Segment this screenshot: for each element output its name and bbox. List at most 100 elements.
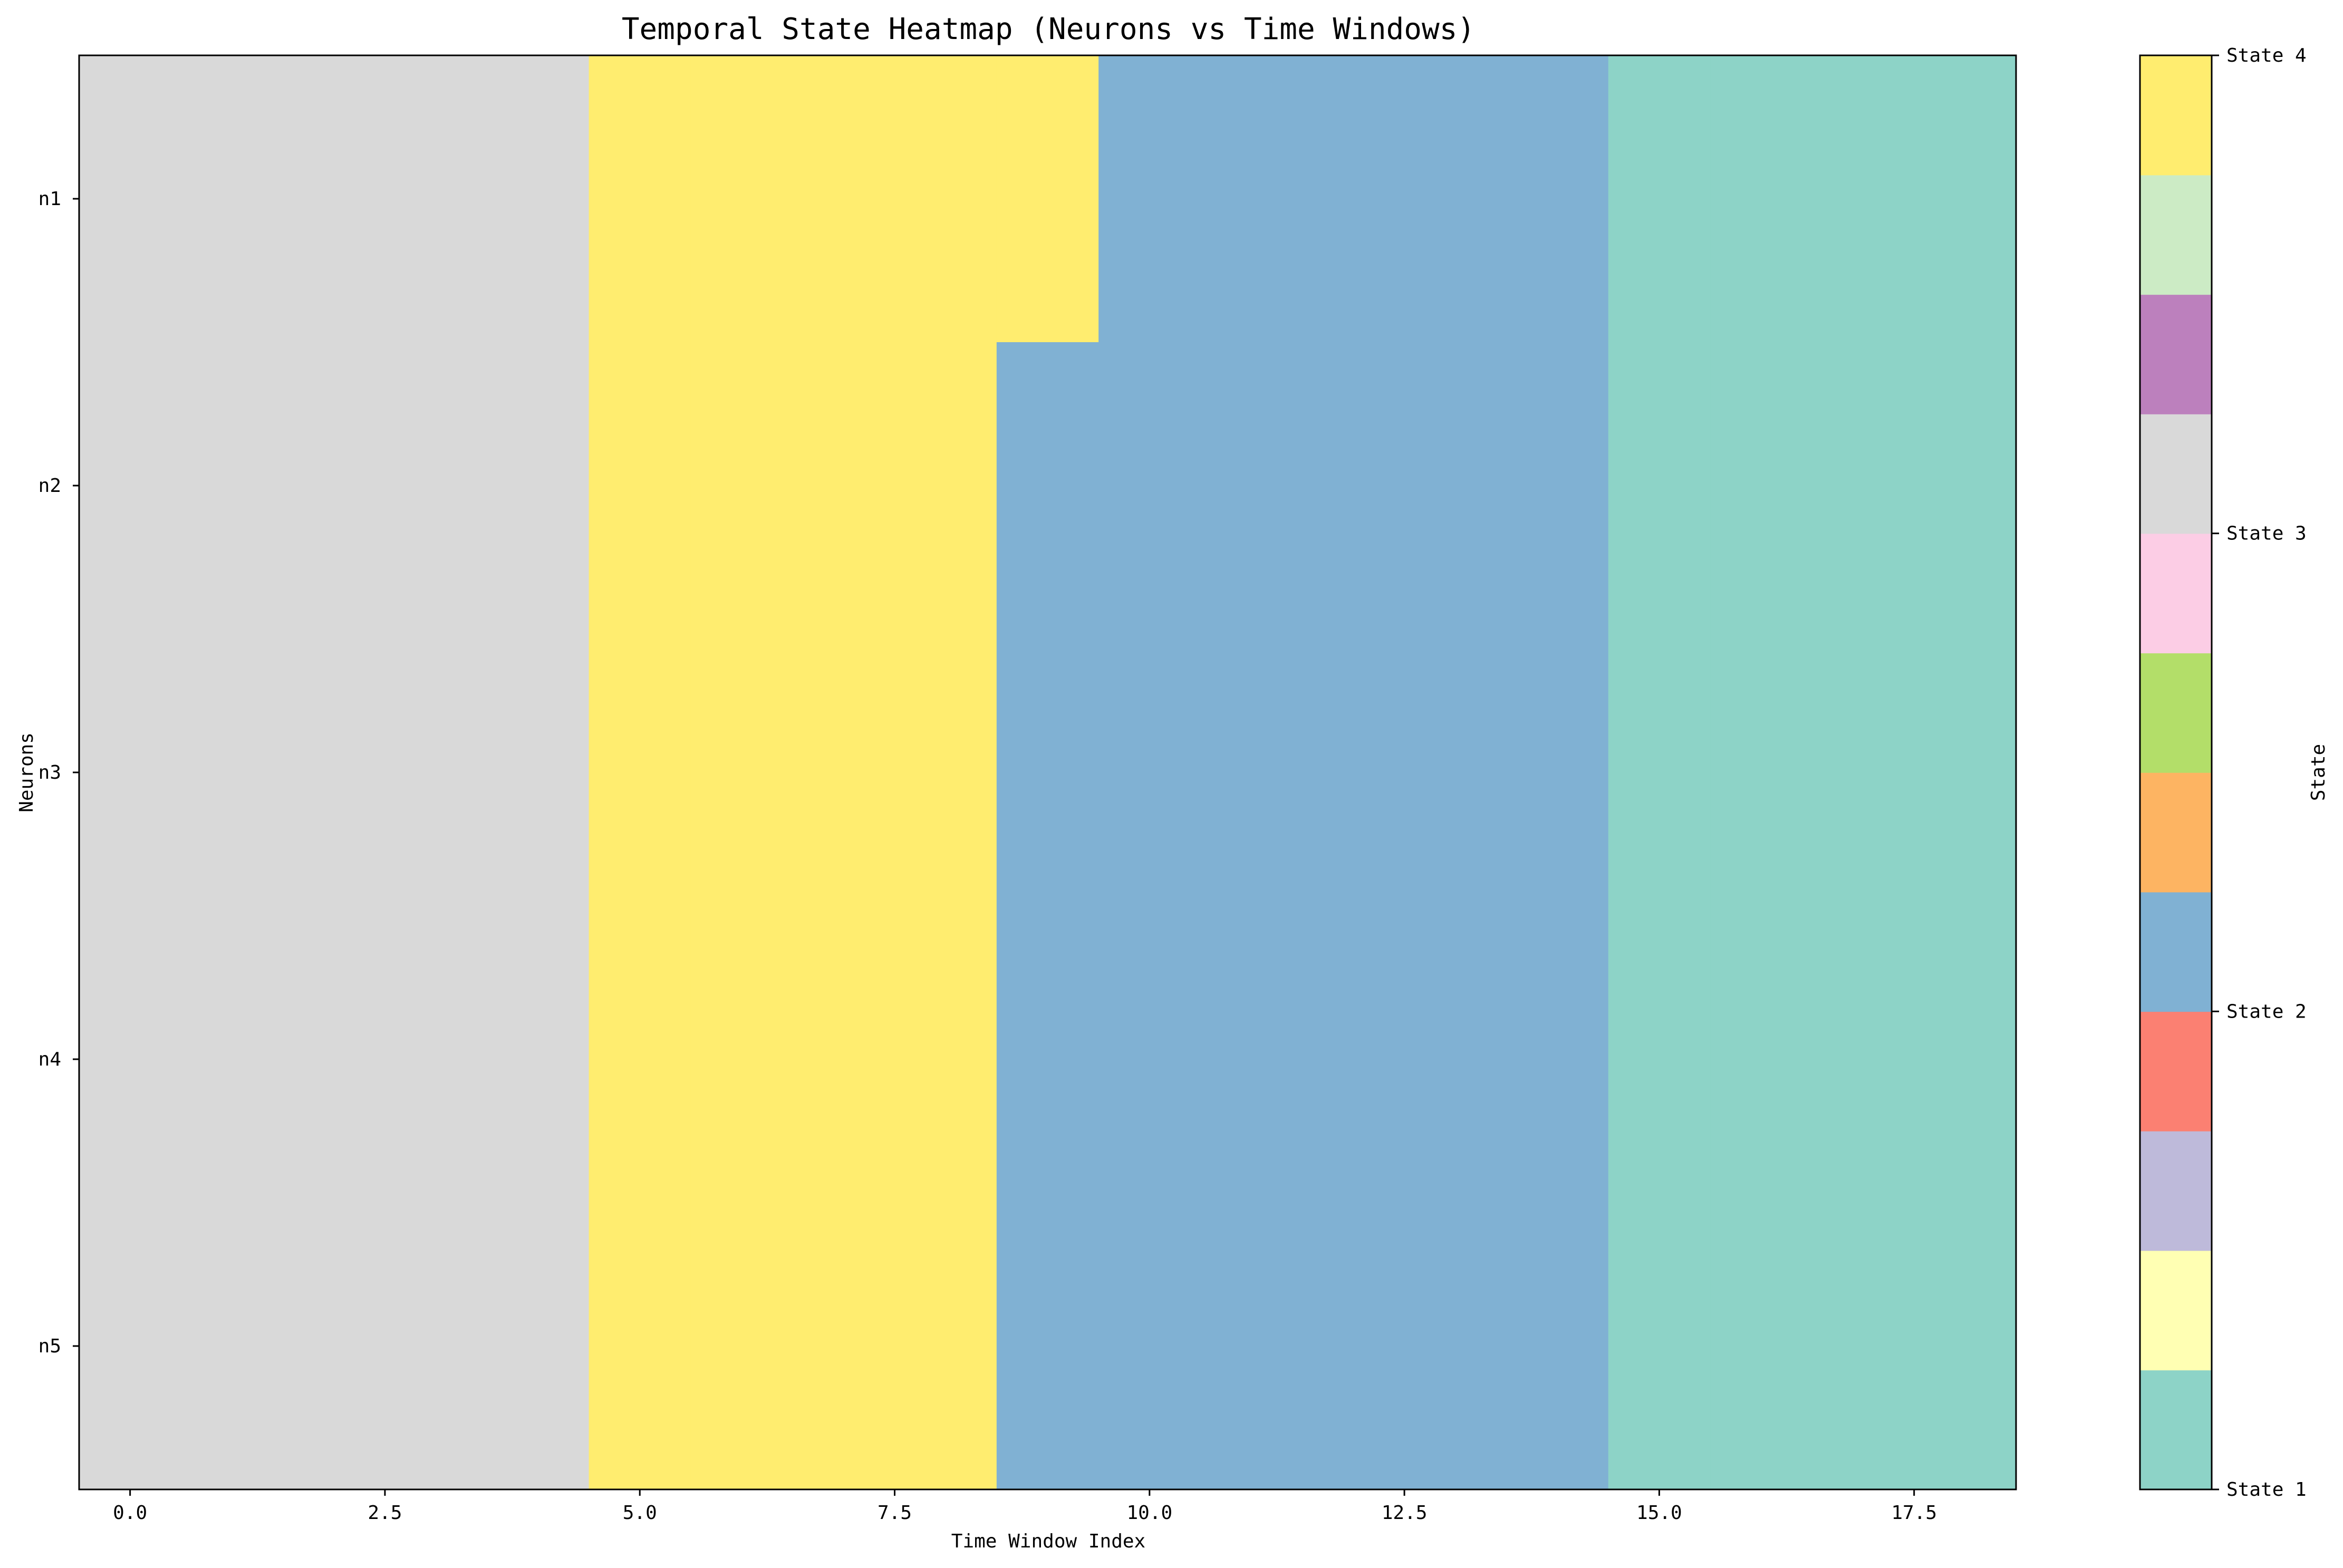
heatmap-cell xyxy=(1608,629,1711,916)
y-tick-label: n3 xyxy=(38,762,61,783)
heatmap-cell xyxy=(181,1203,284,1490)
heatmap-cell xyxy=(1914,55,2017,343)
heatmap-cell xyxy=(1914,629,2017,916)
x-tick-label: 5.0 xyxy=(623,1502,657,1524)
heatmap-cell xyxy=(181,342,284,630)
heatmap-cell xyxy=(1404,916,1507,1203)
heatmap-cell xyxy=(79,342,182,630)
heatmap-cell xyxy=(1506,629,1609,916)
heatmap-cell xyxy=(487,916,590,1203)
heatmap-cell xyxy=(1710,629,1813,916)
heatmap-cell xyxy=(589,342,691,630)
heatmap-cell xyxy=(996,629,1099,916)
heatmap-cell xyxy=(1710,1203,1813,1490)
y-axis-ticks: n1 n2 n3 n4 n5 xyxy=(38,188,79,1357)
heatmap-cell xyxy=(1302,342,1405,630)
heatmap-cell xyxy=(487,55,590,343)
heatmap-cell xyxy=(487,342,590,630)
heatmap-cell xyxy=(1302,1203,1405,1490)
heatmap-cell xyxy=(894,1203,997,1490)
heatmap-cell xyxy=(181,629,284,916)
heatmap-cell xyxy=(487,629,590,916)
colorbar-segment xyxy=(2140,892,2212,1012)
y-axis-label: Neurons xyxy=(16,732,37,812)
y-tick-label: n1 xyxy=(38,188,61,210)
colorbar-tick-label: State 2 xyxy=(2226,1001,2307,1022)
heatmap-cell xyxy=(1098,916,1201,1203)
colorbar-segment xyxy=(2140,294,2212,414)
heatmap-cell xyxy=(996,342,1099,630)
heatmap-cell xyxy=(384,916,488,1203)
heatmap-cell xyxy=(1098,55,1201,343)
heatmap-cell xyxy=(690,342,794,630)
heatmap-cell xyxy=(1200,342,1303,630)
heatmap-cell xyxy=(894,916,997,1203)
heatmap-cell xyxy=(793,1203,895,1490)
heatmap-cell xyxy=(384,342,488,630)
heatmap-cell xyxy=(487,1203,590,1490)
heatmap-cell xyxy=(1608,916,1711,1203)
heatmap-cell xyxy=(1404,55,1507,343)
colorbar-segment xyxy=(2140,772,2212,893)
colorbar-frame xyxy=(2139,54,2213,1490)
heatmap-cell xyxy=(283,1203,385,1490)
heatmap-cell xyxy=(589,629,691,916)
colorbar-tick-label: State 3 xyxy=(2226,523,2307,545)
colorbar-segment xyxy=(2140,1370,2212,1490)
heatmap-cell xyxy=(1302,55,1405,343)
heatmap-cell xyxy=(793,342,895,630)
y-tick-label: n4 xyxy=(38,1049,61,1070)
heatmap-cell xyxy=(690,916,794,1203)
heatmap-cell xyxy=(1914,1203,2017,1490)
heatmap-cell xyxy=(793,629,895,916)
heatmap-cell xyxy=(1404,1203,1507,1490)
heatmap-cell xyxy=(996,55,1099,343)
heatmap-cell xyxy=(1200,1203,1303,1490)
chart-title: Temporal State Heatmap (Neurons vs Time … xyxy=(622,12,1475,46)
heatmap-cell xyxy=(1098,629,1201,916)
heatmap-cell xyxy=(1914,342,2017,630)
colorbar-segment xyxy=(2140,55,2212,176)
heatmap-cell xyxy=(1812,1203,1915,1490)
heatmap-cell xyxy=(690,629,794,916)
heatmap-cell xyxy=(1506,55,1609,343)
x-tick-label: 7.5 xyxy=(878,1502,912,1524)
heatmap-cells xyxy=(79,55,2017,1490)
heatmap-cell xyxy=(589,55,691,343)
heatmap-cell xyxy=(1404,629,1507,916)
heatmap-cell xyxy=(1302,629,1405,916)
heatmap-cell xyxy=(1200,629,1303,916)
colorbar-segment xyxy=(2140,175,2212,295)
heatmap-cell xyxy=(894,55,997,343)
heatmap-cell xyxy=(793,55,895,343)
heatmap-cell xyxy=(894,342,997,630)
x-axis-ticks: 0.0 2.5 5.0 7.5 10.0 12.5 15.0 17.5 xyxy=(113,1489,1937,1524)
heatmap-cell xyxy=(1608,1203,1711,1490)
heatmap-cell xyxy=(1608,342,1711,630)
heatmap-cell xyxy=(283,342,385,630)
heatmap-cell xyxy=(79,916,182,1203)
colorbar-segment xyxy=(2140,414,2212,534)
heatmap-cell xyxy=(1506,916,1609,1203)
heatmap-cell xyxy=(1812,629,1915,916)
heatmap-cell xyxy=(589,1203,691,1490)
heatmap-cell xyxy=(1200,916,1303,1203)
heatmap-cell xyxy=(1710,55,1813,343)
x-tick-label: 10.0 xyxy=(1126,1502,1172,1524)
heatmap-cell xyxy=(1098,342,1201,630)
heatmap-cell xyxy=(1812,55,1915,343)
heatmap-cell xyxy=(181,55,284,343)
y-tick-label: n2 xyxy=(38,475,61,497)
heatmap-cell xyxy=(1506,1203,1609,1490)
heatmap-cell xyxy=(690,55,794,343)
heatmap-cell xyxy=(384,1203,488,1490)
x-tick-label: 17.5 xyxy=(1891,1502,1937,1524)
heatmap-cell xyxy=(384,629,488,916)
heatmap-cell xyxy=(793,916,895,1203)
colorbar-segment xyxy=(2140,1011,2212,1131)
heatmap-cell xyxy=(1710,342,1813,630)
heatmap-cell xyxy=(79,629,182,916)
heatmap-cell xyxy=(79,55,182,343)
